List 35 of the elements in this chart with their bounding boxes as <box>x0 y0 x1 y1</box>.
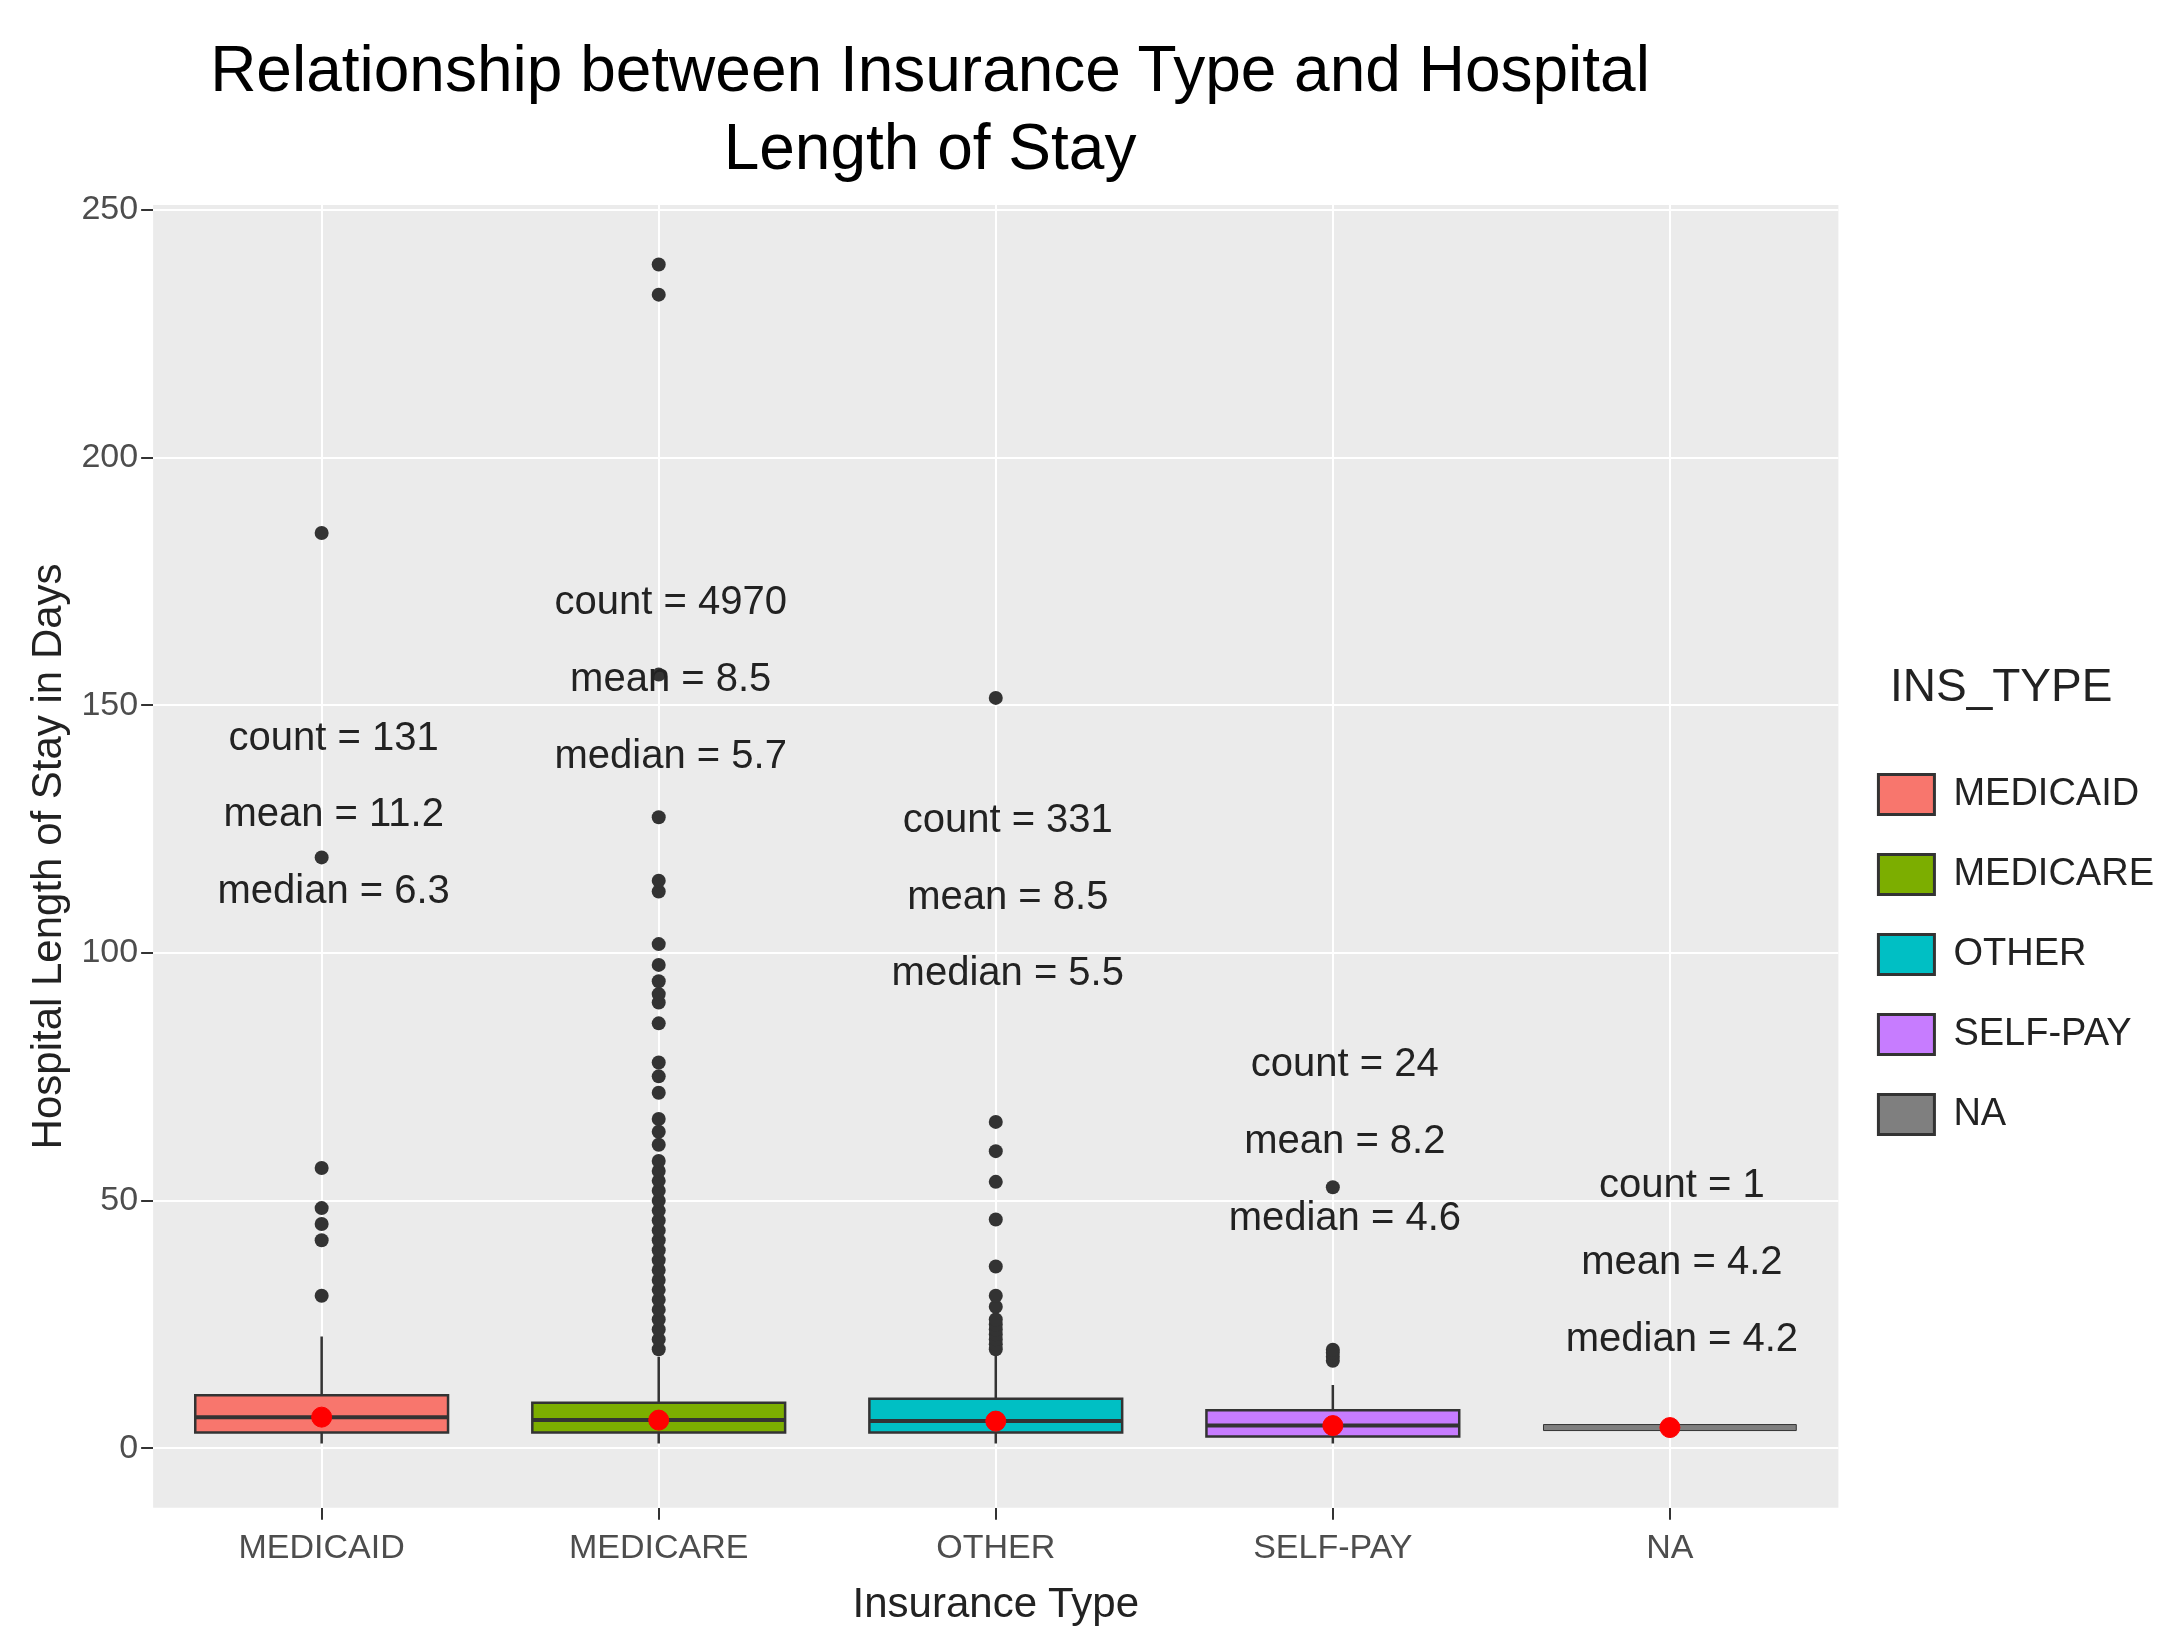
y-tick-label: 200 <box>81 436 139 475</box>
x-tick-label: SELF-PAY <box>1253 1526 1413 1565</box>
legend-label: MEDICAID <box>1953 771 2140 814</box>
chart-title: Relationship between Insurance Type and Hospital Length of Stay <box>209 32 1651 185</box>
x-tick-label: OTHER <box>936 1526 1056 1565</box>
legend-label: OTHER <box>1953 931 2087 974</box>
annotation: count = 4970 <box>554 578 787 623</box>
annotation: mean = 8.5 <box>907 872 1109 917</box>
legend-label: MEDICARE <box>1953 851 2154 894</box>
annotation: mean = 11.2 <box>223 790 444 835</box>
annotation: median = 5.7 <box>554 732 787 777</box>
y-axis-title: Hospital Length of Stay in Days <box>22 563 70 1150</box>
annotation: count = 331 <box>902 795 1113 840</box>
annotation: median = 5.5 <box>891 949 1124 994</box>
y-tick-label: 150 <box>81 683 139 722</box>
x-tick-label: MEDICAID <box>238 1526 405 1565</box>
legend-title: INS_TYPE <box>1890 659 2113 712</box>
x-tick-label: NA <box>1646 1526 1694 1565</box>
y-tick-label: 250 <box>81 188 139 227</box>
annotation: mean = 8.5 <box>570 655 772 700</box>
legend-label: NA <box>1953 1091 2007 1134</box>
annotation: count = 131 <box>228 713 439 758</box>
annotation: median = 4.2 <box>1565 1315 1799 1360</box>
x-tick-label: MEDICARE <box>568 1526 749 1565</box>
y-tick-label: 0 <box>119 1426 139 1465</box>
y-tick-label: 100 <box>81 931 139 970</box>
annotation: mean = 4.2 <box>1581 1238 1783 1283</box>
x-axis-title: Insurance Type <box>852 1579 1139 1627</box>
annotation: median = 4.6 <box>1228 1193 1462 1238</box>
annotation: count = 24 <box>1250 1039 1439 1084</box>
legend-label: SELF-PAY <box>1953 1011 2132 1054</box>
annotation: count = 1 <box>1599 1161 1765 1206</box>
y-tick-label: 50 <box>100 1179 139 1218</box>
annotation: mean = 8.2 <box>1244 1116 1446 1161</box>
annotation: median = 6.3 <box>217 867 450 912</box>
